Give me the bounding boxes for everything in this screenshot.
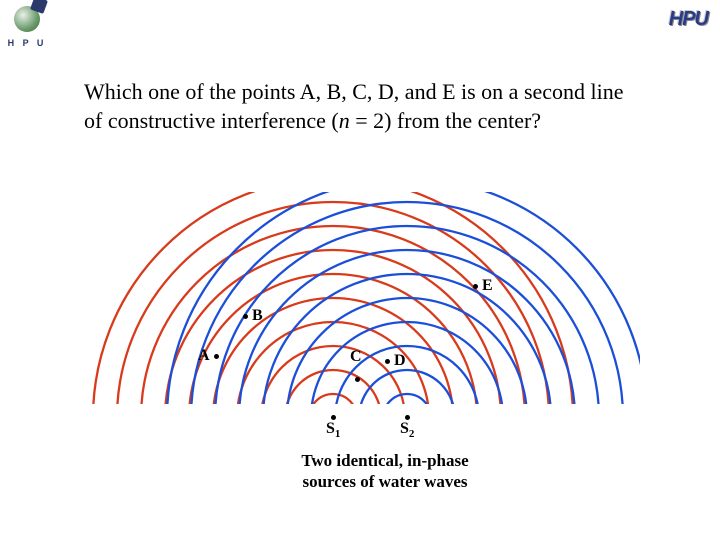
dot-icon bbox=[405, 415, 410, 420]
label-C-text: C bbox=[350, 348, 362, 365]
label-B-text: B bbox=[252, 307, 263, 324]
point-E: E bbox=[473, 277, 493, 295]
dot-icon bbox=[331, 415, 336, 420]
point-A: A bbox=[198, 347, 219, 365]
point-B: B bbox=[243, 307, 263, 325]
label-E-text: E bbox=[482, 277, 493, 294]
logo-left: H P U bbox=[6, 6, 48, 66]
source-1-dot bbox=[331, 408, 336, 426]
caption-line2: sources of water waves bbox=[302, 472, 467, 491]
wave-diagram: A B C D E S1 S2 bbox=[80, 180, 640, 440]
globe-icon bbox=[14, 6, 40, 32]
caption-line1: Two identical, in-phase bbox=[301, 451, 468, 470]
question-text: Which one of the points A, B, C, D, and … bbox=[84, 78, 640, 135]
question-var: n bbox=[339, 108, 350, 133]
source-2-dot bbox=[405, 408, 410, 426]
label-D-text: D bbox=[394, 352, 406, 369]
dot-icon bbox=[355, 377, 360, 382]
s2-sub: 2 bbox=[409, 428, 415, 440]
dot-icon bbox=[243, 314, 248, 319]
label-A-text: A bbox=[198, 347, 210, 364]
point-C-dot bbox=[355, 370, 360, 388]
point-C: C bbox=[350, 348, 362, 366]
dot-icon bbox=[473, 284, 478, 289]
wave-svg bbox=[80, 180, 640, 440]
diagram-caption: Two identical, in-phase sources of water… bbox=[250, 450, 520, 493]
dot-icon bbox=[385, 359, 390, 364]
point-D: D bbox=[385, 352, 406, 370]
question-post: = 2) from the center? bbox=[350, 108, 541, 133]
s1-sub: 1 bbox=[335, 428, 341, 440]
logo-left-text: H P U bbox=[8, 38, 47, 48]
logo-right: HPU bbox=[669, 8, 708, 31]
dot-icon bbox=[214, 354, 219, 359]
